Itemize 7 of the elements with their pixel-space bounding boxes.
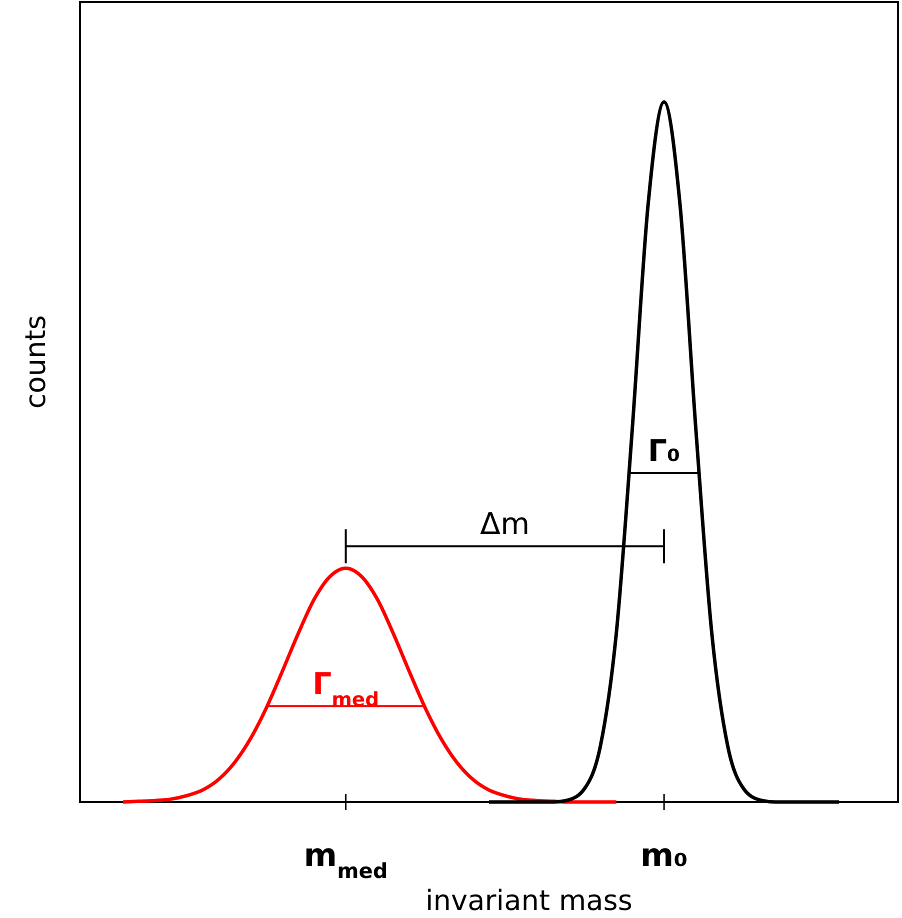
annotation: Γ₀ [648, 434, 680, 469]
x-tick-label: m₀ [640, 836, 688, 874]
annotation: Γ$_{med}$ [312, 667, 380, 711]
x-axis-title: invariant mass [426, 884, 632, 917]
y-axis-title: counts [19, 315, 52, 409]
x-tick-label: m$_{med}$ [304, 836, 388, 883]
annotation: Δm [480, 507, 530, 542]
